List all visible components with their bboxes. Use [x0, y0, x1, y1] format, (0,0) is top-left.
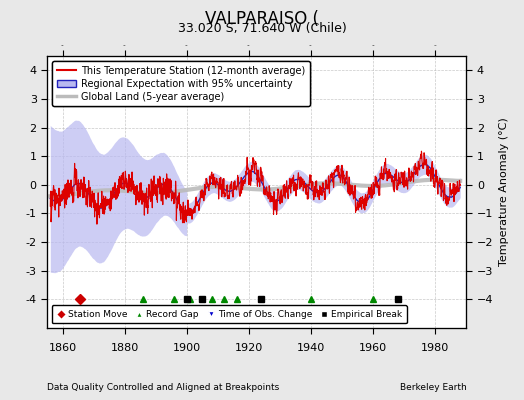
Text: Data Quality Controlled and Aligned at Breakpoints: Data Quality Controlled and Aligned at B…	[47, 383, 279, 392]
Text: 33.020 S, 71.640 W (Chile): 33.020 S, 71.640 W (Chile)	[178, 22, 346, 35]
Y-axis label: Temperature Anomaly (°C): Temperature Anomaly (°C)	[499, 118, 509, 266]
Text: Berkeley Earth: Berkeley Earth	[400, 383, 466, 392]
Legend: This Temperature Station (12-month average), Regional Expectation with 95% uncer: This Temperature Station (12-month avera…	[52, 61, 310, 106]
Text: VALPARAISO (: VALPARAISO (	[205, 10, 319, 28]
